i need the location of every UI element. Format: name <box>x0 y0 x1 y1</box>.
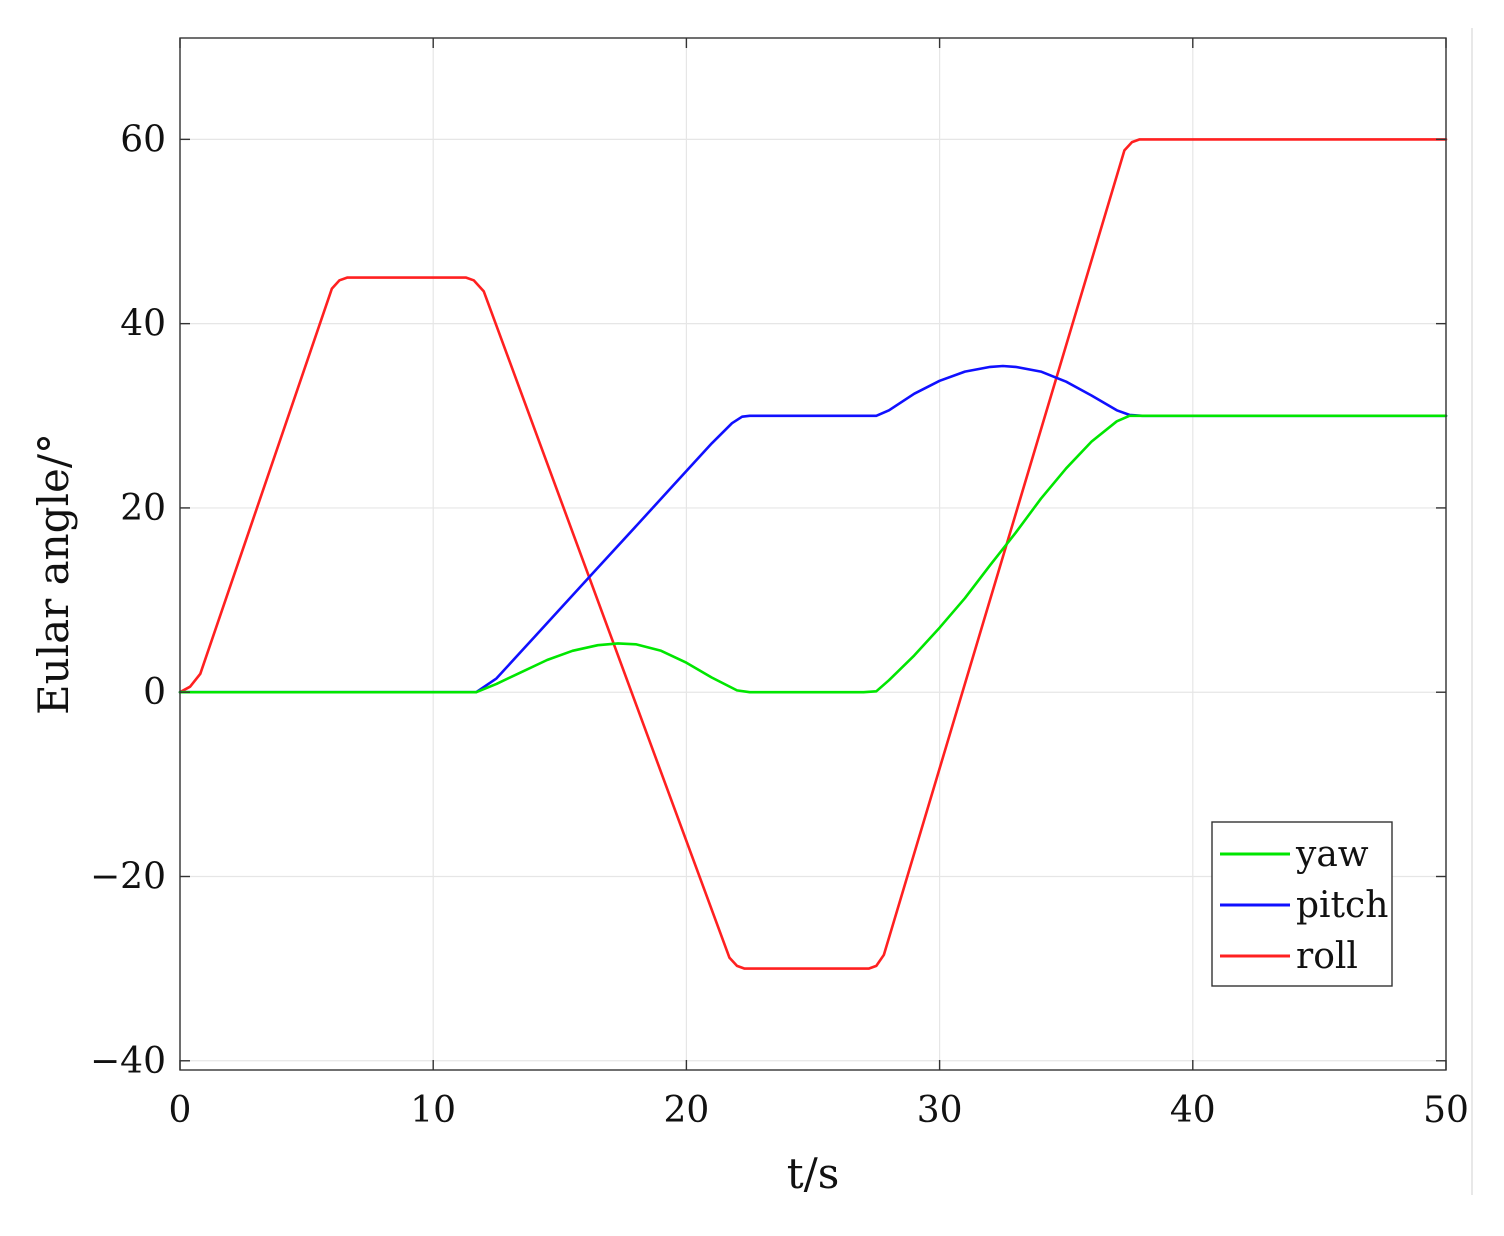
ticks <box>179 38 1447 1070</box>
series-line-yaw <box>178 414 1448 694</box>
y-tick-label: 40 <box>120 304 166 345</box>
x-tick-label: 0 <box>169 1090 192 1131</box>
y-axis-label: Eular angle/° <box>29 433 78 715</box>
legend: yaw pitch roll <box>1211 821 1393 987</box>
x-tick-label: 40 <box>1170 1090 1216 1131</box>
x-tick-label: 10 <box>410 1090 456 1131</box>
tick-labels: 0 10 20 30 40 50 −40 −20 0 20 40 60 <box>90 119 1469 1131</box>
legend-label-yaw: yaw <box>1295 834 1369 875</box>
plot-frame <box>179 37 1447 1071</box>
x-tick-label: 20 <box>663 1090 709 1131</box>
x-tick-label: 50 <box>1423 1090 1469 1131</box>
x-axis-label: t/s <box>787 1149 840 1198</box>
x-tick-label: 30 <box>917 1090 963 1131</box>
y-tick-label: −20 <box>90 857 166 898</box>
y-tick-label: 0 <box>143 672 166 713</box>
y-tick-label: 60 <box>120 119 166 160</box>
series-line-pitch <box>178 364 1448 694</box>
series-line-roll <box>178 138 1448 970</box>
y-tick-label: −40 <box>90 1041 166 1082</box>
legend-label-roll: roll <box>1296 936 1358 977</box>
series-group <box>178 138 1448 970</box>
legend-label-pitch: pitch <box>1296 885 1388 926</box>
y-tick-label: 20 <box>120 488 166 529</box>
